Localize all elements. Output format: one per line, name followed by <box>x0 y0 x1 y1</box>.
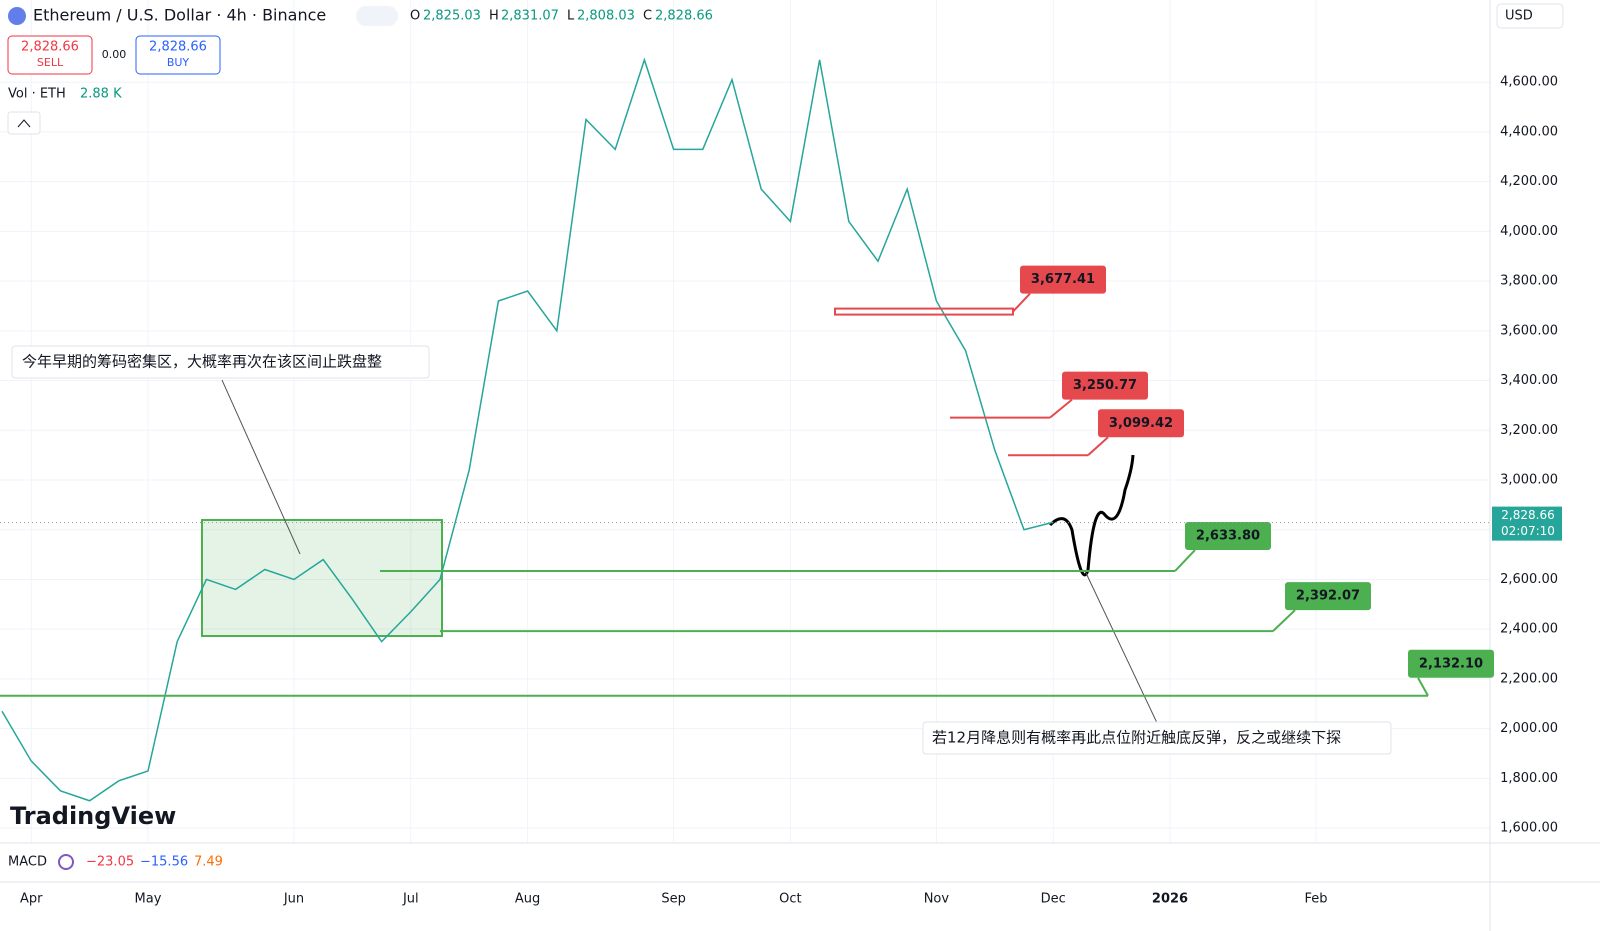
collapse-button[interactable] <box>7 111 41 135</box>
price-line <box>1 57 1054 802</box>
spread: 0.00 <box>102 48 127 61</box>
level-label: 2,132.10 <box>1419 656 1483 671</box>
last-price-tag <box>1492 506 1562 541</box>
macd-value: −15.56 <box>140 855 188 870</box>
y-tick-label: 4,000.00 <box>1500 224 1558 239</box>
ohlc-value: 2,828.66 <box>655 9 713 24</box>
x-tick-label: Aug <box>515 892 540 907</box>
y-tick-label: 4,600.00 <box>1500 75 1558 90</box>
ohlc-value: 2,831.07 <box>501 9 559 24</box>
y-tick-label: 1,600.00 <box>1500 821 1558 836</box>
level-pointer <box>1049 398 1073 419</box>
volume-value: 2.88 K <box>80 87 122 102</box>
annotation-box <box>922 721 1392 755</box>
y-tick-label: 3,600.00 <box>1500 323 1558 338</box>
projection-curve <box>1048 454 1135 577</box>
ohlc-label: L <box>567 9 575 24</box>
level-label: 2,633.80 <box>1196 529 1260 544</box>
x-tick-label: Feb <box>1304 892 1327 907</box>
y-tick-label: 3,200.00 <box>1500 423 1558 438</box>
annotation: 若12月降息则有概率再此点位附近触底反弹，反之或继续下探 <box>932 729 1341 747</box>
annotation-box <box>11 345 430 379</box>
annotation: 今年早期的筹码密集区，大概率再次在该区间止跌盘整 <box>22 353 382 371</box>
volume-label: Vol · ETH <box>8 87 66 102</box>
y-tick-label: 3,800.00 <box>1500 274 1558 289</box>
level-label: 3,250.77 <box>1073 378 1137 393</box>
level-pointer <box>1012 292 1031 313</box>
level-tag <box>1098 409 1184 438</box>
y-tick-label: 3,000.00 <box>1500 473 1558 488</box>
x-tick-label: Apr <box>20 892 43 907</box>
x-tick-label: Sep <box>661 892 686 907</box>
level-pointer <box>1087 436 1109 457</box>
y-tick-label: 2,400.00 <box>1500 622 1558 637</box>
x-tick-label: Jun <box>283 892 304 907</box>
level-pointer <box>1272 609 1296 632</box>
level-label: 3,099.42 <box>1109 416 1173 431</box>
collapse-icon <box>17 119 31 128</box>
level-tag <box>1285 582 1371 611</box>
macd-value: 7.49 <box>194 855 223 870</box>
x-tick-label: Nov <box>924 892 950 907</box>
x-tick-label: Oct <box>779 892 801 907</box>
y-tick-label: 2,600.00 <box>1500 572 1558 587</box>
buy-button[interactable] <box>135 35 221 75</box>
y-tick-label: 4,400.00 <box>1500 124 1558 139</box>
buy-label[interactable]: BUY <box>167 56 190 69</box>
y-tick-label: 2,000.00 <box>1500 721 1558 736</box>
sell-price[interactable]: 2,828.66 <box>21 40 79 55</box>
ohlc-value: 2,808.03 <box>577 9 635 24</box>
y-tick-label: 4,200.00 <box>1500 174 1558 189</box>
level-tag <box>1185 522 1271 551</box>
macd-label: MACD <box>8 855 47 870</box>
x-tick-label: May <box>135 892 162 907</box>
macd-icon <box>58 854 74 870</box>
x-tick-label: 2026 <box>1152 892 1188 907</box>
logo: TradingView <box>10 802 176 830</box>
level-tag <box>1408 649 1494 678</box>
y-tick-label: 1,800.00 <box>1500 771 1558 786</box>
countdown: 02:07:10 <box>1501 524 1555 538</box>
level-tag <box>1020 265 1106 294</box>
callout-pointer <box>221 379 301 555</box>
status-pill <box>356 6 398 26</box>
symbol[interactable]: Ethereum / U.S. Dollar · 4h · Binance <box>33 6 326 25</box>
sell-button[interactable] <box>7 35 93 75</box>
level-tag <box>1062 371 1148 400</box>
currency-button[interactable] <box>1496 3 1564 29</box>
level-label: 2,392.07 <box>1296 589 1360 604</box>
sell-label[interactable]: SELL <box>37 56 64 69</box>
callout-pointer <box>1085 572 1159 726</box>
ohlc-label: O <box>410 9 420 24</box>
ohlc-label: C <box>643 9 652 24</box>
consolidation-zone <box>201 519 443 637</box>
ohlc-label: H <box>489 9 499 24</box>
last-price-label: 2,828.66 <box>1501 508 1554 522</box>
x-tick-label: Dec <box>1041 892 1066 907</box>
y-tick-label: 3,400.00 <box>1500 373 1558 388</box>
currency[interactable]: USD <box>1505 9 1533 24</box>
buy-price[interactable]: 2,828.66 <box>149 40 207 55</box>
ohlc-value: 2,825.03 <box>423 9 481 24</box>
y-tick-label: 2,200.00 <box>1500 671 1558 686</box>
level-pointer <box>1174 549 1196 572</box>
level-pointer <box>1417 677 1429 697</box>
symbol-icon <box>8 7 26 25</box>
level-label: 3,677.41 <box>1031 272 1095 287</box>
x-tick-label: Jul <box>402 892 419 907</box>
macd-value: −23.05 <box>86 855 134 870</box>
